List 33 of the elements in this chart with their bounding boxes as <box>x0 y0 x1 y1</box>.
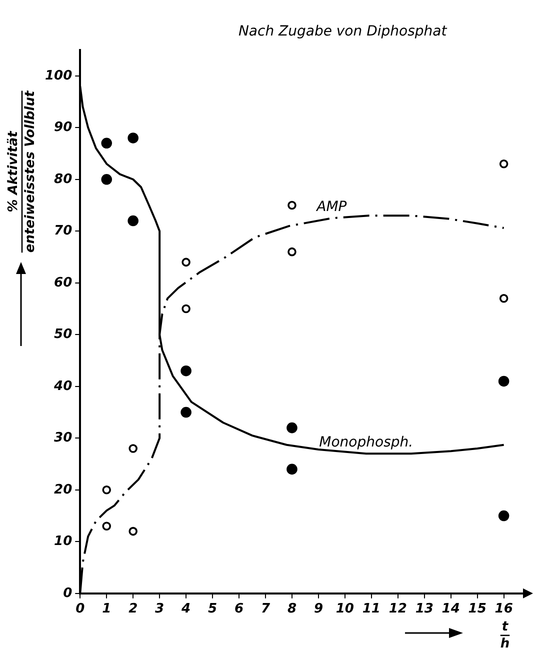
y-tick-label: 80 <box>54 172 72 187</box>
x-axis-title: t h <box>500 619 510 652</box>
x-tick-label: 11 <box>362 602 380 617</box>
y-tick-label: 50 <box>54 327 72 342</box>
y-tick-label: 40 <box>53 378 72 394</box>
y-tick-label: 0 <box>63 586 72 601</box>
y-tick-label: 60 <box>54 275 72 290</box>
x-tick-label: 9 <box>314 602 323 617</box>
chart-title: Nach Zugabe von Diphosphat <box>238 24 448 40</box>
x-tick-label: 16 <box>494 602 513 617</box>
x-tick-label: 10 <box>336 602 354 617</box>
x-tick-label: 4 <box>180 602 191 617</box>
series-label: Monophosph. <box>319 434 414 450</box>
x-tick-label: 12 <box>388 602 407 617</box>
x-tick-label: 8 <box>287 602 296 617</box>
x-tick-label: 14 <box>442 602 460 617</box>
x-tick-label: 0 <box>76 602 85 617</box>
y-tick-label: 20 <box>54 482 72 498</box>
x-tick-label: 15 <box>468 602 486 617</box>
y-tick-label: 100 <box>44 68 72 84</box>
y-axis-title: % Aktivität enteiweisstes Vollblut <box>6 90 38 253</box>
x-tick-label: 2 <box>128 602 138 617</box>
x-tick-label: 13 <box>415 602 434 617</box>
x-tick-label: 3 <box>155 602 164 617</box>
x-tick-label: 5 <box>208 602 218 617</box>
y-tick-label: 70 <box>54 224 72 239</box>
x-tick-label: 6 <box>234 602 244 617</box>
series-label: AMP <box>316 198 348 215</box>
y-tick-label: 90 <box>54 120 72 136</box>
y-tick-label: 10 <box>54 534 72 550</box>
y-tick-label: 30 <box>54 430 72 446</box>
x-tick-label: 7 <box>260 602 271 617</box>
x-tick-label: 1 <box>102 602 112 617</box>
